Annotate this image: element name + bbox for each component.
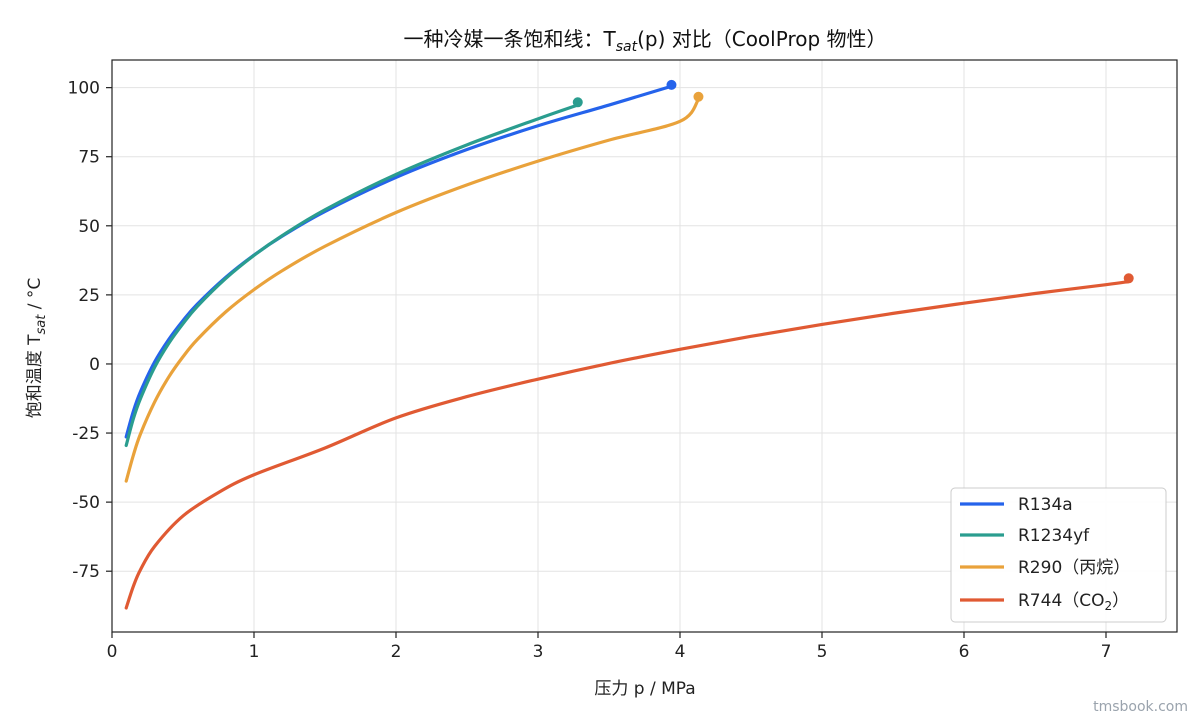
y-tick-label: 25	[78, 286, 100, 306]
critical-point-r1234yf	[572, 97, 583, 108]
y-tick-label: -75	[72, 562, 100, 582]
legend: R134a R1234yf R290（丙烷） R744（CO2）	[950, 487, 1167, 623]
ticks: 0 1 2 3 4 5 6 7 -75 -50 -25 0 25 50 75 100	[68, 79, 1112, 662]
critical-point-r290	[693, 91, 704, 102]
chart-title: 一种冷媒一条饱和线：Tsat(p) 对比（CoolProp 物性）	[403, 27, 886, 55]
x-tick-label: 5	[817, 642, 828, 662]
x-axis-label: 压力 p / MPa	[594, 679, 695, 699]
watermark: tmsbook.com	[1093, 699, 1188, 715]
y-tick-label: 50	[78, 217, 100, 237]
y-axis-label-main: 饱和温度 T	[25, 334, 45, 418]
y-tick-label: 100	[68, 79, 100, 99]
y-axis-label: 饱和温度 Tsat / °C	[25, 278, 49, 419]
x-tick-label: 2	[391, 642, 402, 662]
legend-label-r744-main: R744（CO	[1018, 591, 1105, 611]
y-tick-label: 0	[89, 355, 100, 375]
series-line-r744	[124, 280, 1131, 610]
x-tick-label: 6	[959, 642, 970, 662]
legend-label-r744: R744（CO2）	[1018, 591, 1129, 613]
legend-label-r1234yf: R1234yf	[1018, 526, 1090, 546]
plot-frame	[111, 59, 1178, 633]
chart-title-rest: (p) 对比（CoolProp 物性）	[637, 27, 886, 51]
critical-point-r744	[1123, 273, 1134, 284]
x-tick-label: 1	[249, 642, 260, 662]
y-tick-label: 75	[78, 148, 100, 168]
critical-point-r134a	[666, 79, 677, 90]
y-axis-label-sub: sat	[34, 314, 49, 335]
y-tick-label: -50	[72, 493, 100, 513]
series-line-r290	[124, 97, 701, 483]
y-tick-label: -25	[72, 424, 100, 444]
x-tick-label: 0	[107, 642, 118, 662]
x-tick-label: 4	[675, 642, 686, 662]
legend-box	[950, 487, 1167, 623]
legend-label-r744-sub: 2	[1105, 599, 1113, 613]
legend-label-r744-rest: ）	[1112, 591, 1129, 611]
legend-label-r134a: R134a	[1018, 495, 1073, 515]
chart-title-sub: sat	[616, 39, 638, 55]
y-axis-label-rest: / °C	[25, 278, 45, 315]
legend-label-r290: R290（丙烷）	[1018, 558, 1130, 578]
series-line-r1234yf	[124, 103, 580, 448]
chart-title-main: 一种冷媒一条饱和线：T	[403, 27, 616, 51]
x-tick-label: 3	[533, 642, 544, 662]
x-tick-label: 7	[1101, 642, 1112, 662]
series-layer	[124, 79, 1134, 610]
